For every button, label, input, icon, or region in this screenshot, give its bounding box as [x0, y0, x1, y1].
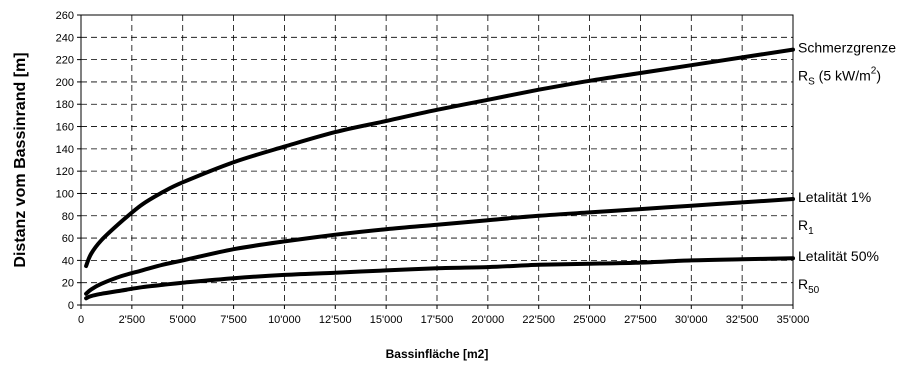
- series-line-0: [84, 47, 795, 268]
- x-tick-label: 7'500: [220, 314, 247, 326]
- label-part: R: [798, 217, 808, 233]
- gridlines: [81, 15, 793, 305]
- series-label-0: Schmerzgrenze RS (5 kW/m2): [798, 40, 896, 88]
- x-tick-labels: 0 2'500 5'000 7'500 10'000 12'500 15'000 17'500…: [78, 305, 809, 326]
- series-label-line1: Letalität 1%: [798, 189, 871, 205]
- y-tick-label: 240: [56, 32, 74, 44]
- label-part: 2: [871, 66, 877, 77]
- series-label-2: Letalität 50% R50: [798, 248, 879, 296]
- y-tick-label: 0: [68, 300, 74, 312]
- x-tick-label: 27'500: [624, 314, 657, 326]
- series-label-1: Letalität 1% R1: [798, 189, 871, 237]
- y-tick-label: 20: [62, 278, 74, 290]
- y-tick-label: 40: [62, 255, 74, 267]
- y-tick-label: 80: [62, 211, 74, 223]
- x-tick-label: 10'000: [268, 314, 301, 326]
- series-label-line1: Schmerzgrenze: [798, 40, 896, 56]
- y-tick-label: 220: [56, 55, 74, 67]
- y-tick-label: 180: [56, 99, 74, 111]
- x-tick-label: 25'000: [573, 314, 606, 326]
- y-tick-label: 120: [56, 166, 74, 178]
- label-part: R: [798, 68, 808, 84]
- x-tick-label: 12'500: [319, 314, 352, 326]
- y-tick-label: 260: [56, 10, 74, 22]
- series-line-1: [84, 197, 795, 296]
- x-tick-label: 22'500: [522, 314, 555, 326]
- x-tick-label: 0: [78, 314, 84, 326]
- series-label-line2: R50: [798, 276, 820, 296]
- y-axis-title: Distanz vom Bassinrand [m]: [12, 52, 29, 267]
- x-tick-label: 2'500: [119, 314, 146, 326]
- y-tick-labels: 0 20 40 60 80 100 120 140 160 180 200 220 240 260: [56, 10, 81, 312]
- x-tick-label: 5'000: [169, 314, 196, 326]
- x-tick-label: 30'000: [675, 314, 708, 326]
- x-tick-label: 35'000: [777, 314, 810, 326]
- series-label-line1: Letalität 50%: [798, 248, 879, 264]
- label-part: S: [808, 77, 815, 88]
- x-tick-label: 20'000: [472, 314, 505, 326]
- label-part: ): [876, 68, 881, 84]
- y-tick-label: 60: [62, 233, 74, 245]
- label-part: 1: [808, 226, 814, 237]
- y-tick-label: 140: [56, 144, 74, 156]
- series-label-line2: RS (5 kW/m2): [798, 66, 881, 88]
- series-label-line2: R1: [798, 217, 814, 237]
- label-part: 50: [808, 285, 820, 296]
- y-tick-label: 200: [56, 77, 74, 89]
- label-part: (5 kW/m: [815, 68, 871, 84]
- x-tick-label: 17'500: [421, 314, 454, 326]
- y-tick-label: 100: [56, 188, 74, 200]
- label-part: R: [798, 276, 808, 292]
- series-line-2: [84, 256, 795, 301]
- x-tick-label: 15'000: [370, 314, 403, 326]
- y-tick-label: 160: [56, 122, 74, 134]
- series-lines: [84, 47, 795, 301]
- x-axis-title: Bassinfläche [m2]: [386, 347, 489, 361]
- x-tick-label: 32'500: [726, 314, 759, 326]
